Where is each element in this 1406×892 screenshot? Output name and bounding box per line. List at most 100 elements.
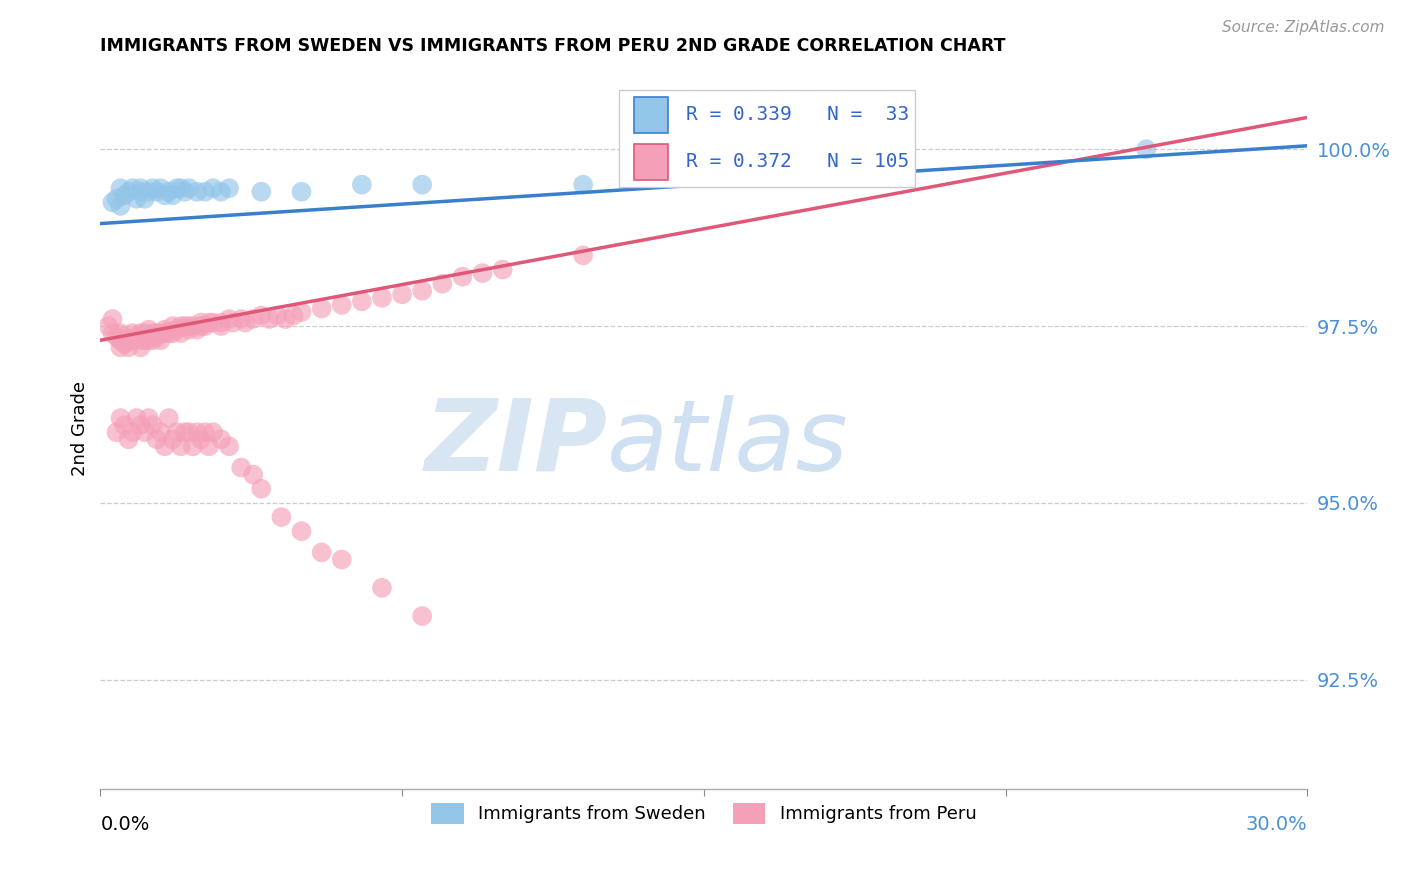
Y-axis label: 2nd Grade: 2nd Grade	[72, 381, 89, 476]
Point	[198, 316, 221, 330]
Text: Source: ZipAtlas.com: Source: ZipAtlas.com	[1222, 20, 1385, 35]
Point	[177, 319, 200, 334]
Point	[101, 312, 124, 326]
Point	[170, 181, 193, 195]
Point	[110, 326, 132, 341]
Point	[157, 326, 180, 341]
Point	[222, 316, 245, 330]
Point	[1135, 142, 1157, 156]
Point	[170, 326, 193, 341]
Point	[177, 181, 200, 195]
Point	[250, 185, 273, 199]
Point	[149, 181, 172, 195]
FancyBboxPatch shape	[634, 97, 668, 133]
Point	[134, 192, 156, 206]
Point	[149, 326, 172, 341]
Point	[190, 432, 212, 446]
Point	[311, 545, 333, 559]
Point	[311, 301, 333, 316]
Point	[125, 329, 148, 343]
Text: atlas: atlas	[607, 394, 849, 491]
Point	[121, 326, 143, 341]
FancyBboxPatch shape	[619, 89, 915, 187]
Point	[162, 432, 184, 446]
Point	[157, 185, 180, 199]
Point	[218, 439, 240, 453]
Point	[209, 319, 232, 334]
Point	[129, 185, 152, 199]
Point	[145, 326, 167, 341]
Point	[270, 510, 292, 524]
Point	[572, 178, 595, 192]
Point	[142, 333, 165, 347]
Point	[114, 188, 136, 202]
Point	[101, 326, 124, 341]
Point	[166, 323, 188, 337]
Point	[125, 192, 148, 206]
Point	[125, 411, 148, 425]
Point	[209, 432, 232, 446]
Point	[173, 425, 195, 440]
Point	[117, 340, 139, 354]
Point	[162, 319, 184, 334]
Point	[371, 291, 394, 305]
Point	[142, 181, 165, 195]
Point	[177, 425, 200, 440]
Point	[242, 312, 264, 326]
Point	[371, 581, 394, 595]
Point	[170, 319, 193, 334]
Point	[411, 178, 433, 192]
Point	[290, 524, 312, 539]
Point	[114, 329, 136, 343]
Point	[350, 294, 373, 309]
Point	[110, 199, 132, 213]
Point	[142, 418, 165, 433]
Point	[201, 316, 224, 330]
Point	[411, 284, 433, 298]
Point	[290, 185, 312, 199]
Point	[138, 323, 160, 337]
Point	[209, 185, 232, 199]
Point	[117, 432, 139, 446]
Point	[201, 181, 224, 195]
Legend: Immigrants from Sweden, Immigrants from Peru: Immigrants from Sweden, Immigrants from …	[425, 796, 984, 830]
Point	[411, 609, 433, 624]
Text: IMMIGRANTS FROM SWEDEN VS IMMIGRANTS FROM PERU 2ND GRADE CORRELATION CHART: IMMIGRANTS FROM SWEDEN VS IMMIGRANTS FRO…	[100, 37, 1005, 55]
Point	[129, 333, 152, 347]
Point	[97, 319, 120, 334]
Point	[186, 425, 208, 440]
Point	[153, 439, 176, 453]
Point	[209, 316, 232, 330]
Point	[330, 298, 353, 312]
Point	[432, 277, 454, 291]
Point	[572, 248, 595, 262]
Point	[166, 181, 188, 195]
Point	[129, 418, 152, 433]
Point	[114, 418, 136, 433]
Point	[190, 319, 212, 334]
Point	[186, 185, 208, 199]
Point	[157, 411, 180, 425]
Point	[110, 333, 132, 347]
Point	[145, 329, 167, 343]
Point	[194, 185, 217, 199]
Point	[134, 326, 156, 341]
Point	[129, 181, 152, 195]
Point	[138, 411, 160, 425]
Point	[138, 185, 160, 199]
Point	[121, 333, 143, 347]
Point	[114, 336, 136, 351]
Point	[110, 181, 132, 195]
Point	[198, 439, 221, 453]
Point	[274, 312, 297, 326]
Point	[121, 425, 143, 440]
Point	[350, 178, 373, 192]
Point	[451, 269, 474, 284]
Point	[233, 316, 256, 330]
Point	[105, 329, 128, 343]
Point	[162, 326, 184, 341]
Point	[218, 181, 240, 195]
Point	[250, 482, 273, 496]
Point	[471, 266, 494, 280]
Point	[173, 319, 195, 334]
